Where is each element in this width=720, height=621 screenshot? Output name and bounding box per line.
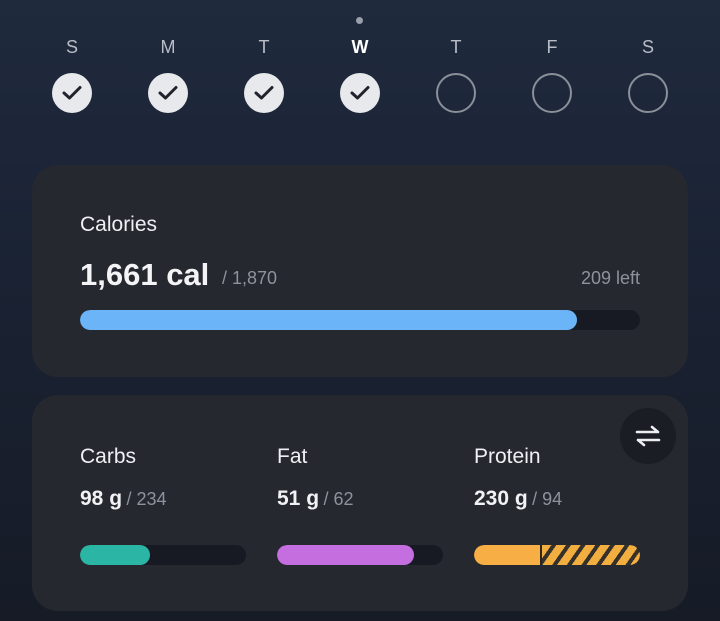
week-strip: S M T W T F S [0, 0, 720, 130]
day-letter: W [351, 37, 369, 57]
day-thursday[interactable]: T [426, 36, 486, 113]
macro-value: 230 g [474, 487, 528, 510]
macro-progress-bar [80, 545, 246, 565]
day-letter: S [641, 37, 654, 57]
calories-goal: / 1,870 [222, 268, 278, 288]
today-indicator [356, 17, 363, 24]
checkmark-icon [350, 86, 370, 100]
day-friday[interactable]: F [522, 36, 582, 113]
macros-card[interactable]: Carbs 98 g / 234 Fat 51 g / 62 Protein 2… [32, 395, 688, 611]
calories-progress-fill [80, 310, 578, 330]
macro-progress-fill [277, 545, 414, 565]
day-monday[interactable]: M [138, 36, 198, 113]
day-letter: T [258, 37, 270, 57]
day-check-circle[interactable] [52, 73, 92, 113]
day-letter: T [450, 37, 462, 57]
day-letter: S [65, 37, 78, 57]
macro-goal: / 62 [323, 489, 354, 509]
day-wednesday[interactable]: W [330, 36, 390, 113]
macro-progress-fill [80, 545, 150, 565]
calories-title: Calories [80, 213, 158, 236]
macro-value: 98 g [80, 487, 123, 510]
macro-fat: Fat 51 g / 62 [277, 445, 443, 565]
checkmark-icon [254, 86, 274, 100]
macro-name: Carbs [80, 445, 137, 468]
day-letter: M [160, 37, 176, 57]
calories-card[interactable]: Calories 1,661 cal / 1,870 209 left [32, 165, 688, 377]
calories-remaining: 209 left [580, 268, 640, 288]
macro-goal: / 234 [126, 489, 167, 509]
day-check-circle[interactable] [148, 73, 188, 113]
macro-name: Fat [277, 445, 308, 468]
day-tuesday[interactable]: T [234, 36, 294, 113]
macro-over-goal-fill [540, 545, 640, 565]
checkmark-icon [158, 86, 178, 100]
macro-progress-bar [474, 545, 640, 565]
swap-view-button[interactable] [620, 408, 676, 464]
day-empty-circle[interactable] [532, 73, 572, 113]
macro-value: 51 g [277, 487, 320, 510]
macro-protein: Protein 230 g / 94 [474, 445, 640, 565]
macro-progress-bar [277, 545, 443, 565]
macro-goal: / 94 [532, 489, 563, 509]
macro-name: Protein [474, 445, 541, 468]
day-sunday[interactable]: S [42, 36, 102, 113]
macro-progress-fill [474, 545, 543, 565]
day-check-circle[interactable] [340, 73, 380, 113]
day-letter: F [546, 37, 558, 57]
macro-carbs: Carbs 98 g / 234 [80, 445, 246, 565]
day-empty-circle[interactable] [628, 73, 668, 113]
day-saturday[interactable]: S [618, 36, 678, 113]
swap-arrows-icon [635, 425, 661, 447]
checkmark-icon [62, 86, 82, 100]
calories-progress-bar [80, 310, 640, 330]
calories-consumed: 1,661 cal [80, 257, 210, 292]
day-empty-circle[interactable] [436, 73, 476, 113]
day-check-circle[interactable] [244, 73, 284, 113]
